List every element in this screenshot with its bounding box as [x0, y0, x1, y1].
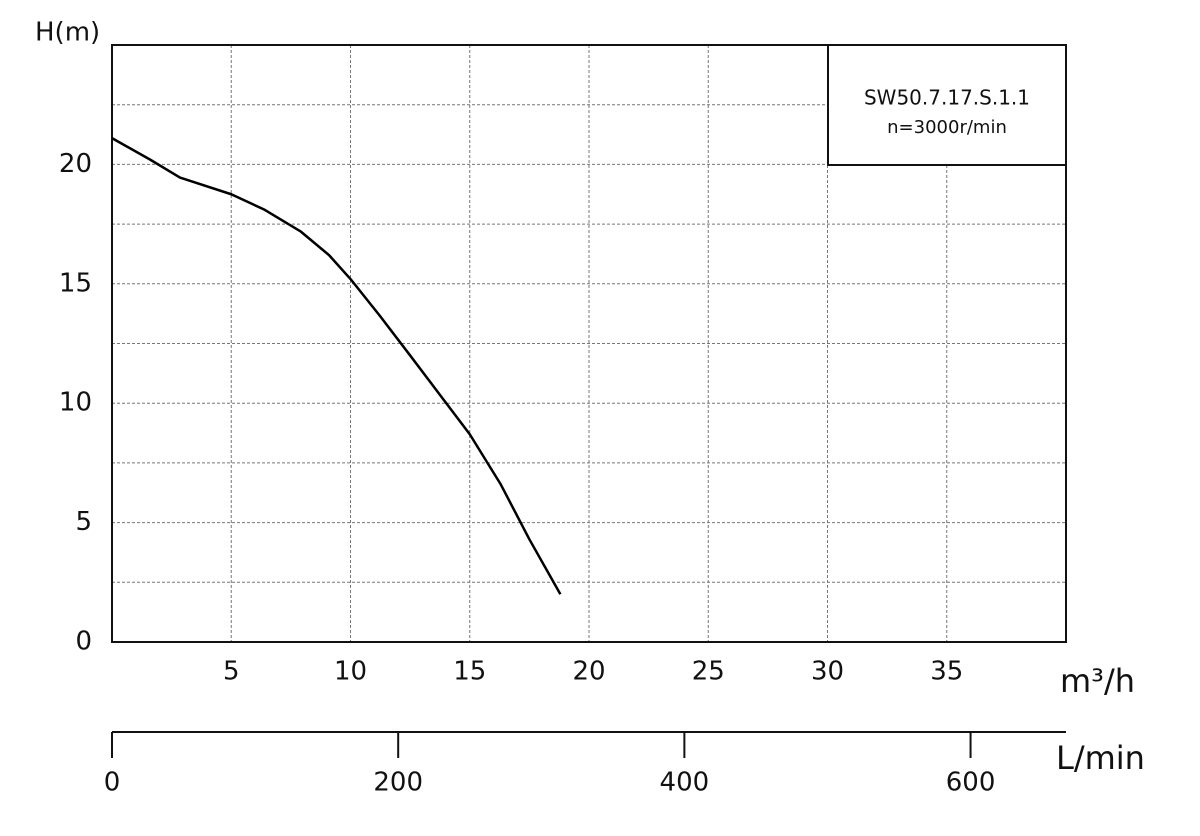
x-tick-label: 5: [223, 657, 240, 687]
x-axis-label: m³/h: [1060, 662, 1135, 700]
x-tick-label: 30: [811, 657, 844, 687]
curve: [111, 137, 562, 595]
x2-axis-label: L/min: [1056, 739, 1145, 777]
legend-speed: n=3000r/min: [887, 117, 1007, 138]
plot-frame: [111, 44, 1067, 643]
x2-tick-label: 0: [104, 768, 121, 798]
x2-tick-label: 400: [660, 768, 710, 798]
legend-box: [827, 44, 1067, 166]
y-tick-label: 15: [59, 268, 92, 298]
x2-tick-label: 600: [946, 768, 996, 798]
x-tick-label: 10: [334, 657, 367, 687]
x-tick-label: 35: [930, 657, 963, 687]
x-tick-label: 20: [572, 657, 605, 687]
y-tick-label: 5: [75, 507, 92, 537]
x-tick-label: 25: [692, 657, 725, 687]
x2-tick-label: 200: [373, 768, 423, 798]
legend-model: SW50.7.17.S.1.1: [864, 86, 1030, 110]
y-tick-label: 0: [75, 627, 92, 657]
y-tick-label: 20: [59, 149, 92, 179]
y-axis-label: H(m): [35, 18, 100, 48]
y-tick-label: 10: [59, 388, 92, 418]
x-tick-label: 15: [453, 657, 486, 687]
